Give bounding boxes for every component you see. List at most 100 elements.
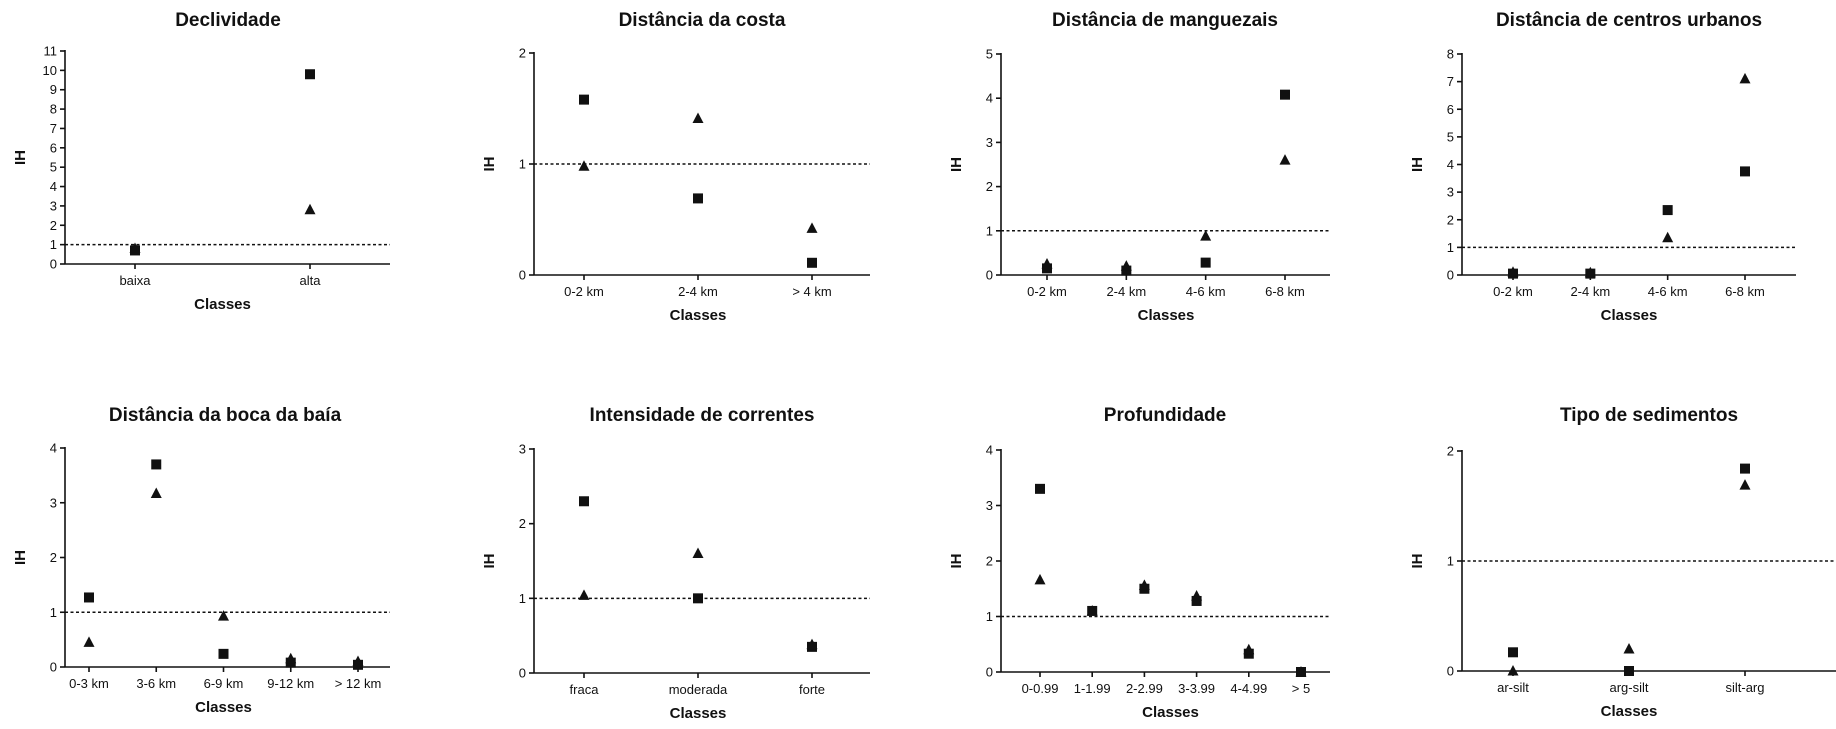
y-axis-label: IH: [1409, 157, 1426, 172]
y-tick-label: 3: [1447, 185, 1454, 200]
data-point-square: [1662, 205, 1673, 216]
data-point-square: [84, 592, 94, 603]
x-tick-label: 3-6 km: [136, 676, 176, 691]
data-point-triangle: [806, 638, 818, 650]
y-tick-label: 0: [1447, 268, 1454, 283]
data-point-triangle: [1086, 604, 1098, 616]
x-axis-label: Classes: [670, 307, 727, 324]
x-tick-label: 0-0.99: [1022, 681, 1059, 696]
y-tick-label: 9: [50, 82, 57, 97]
y-tick-label: 1: [986, 609, 993, 624]
y-tick-label: 4: [50, 179, 57, 194]
data-point-triangle: [1623, 643, 1635, 654]
chart-panel-5: Distância da boca da baía 0 1 2 3 4 IH 0-3 km 3-…: [12, 405, 390, 716]
y-tick-label: 3: [50, 495, 57, 510]
y-tick-label: 6: [50, 140, 57, 155]
data-point-triangle: [806, 222, 818, 233]
x-tick-label: 4-4.99: [1230, 681, 1267, 696]
y-axis-label: IH: [948, 157, 965, 172]
y-tick-label: 1: [1447, 240, 1454, 255]
x-tick-label: 0-2 km: [1493, 284, 1533, 299]
x-tick-label: baixa: [119, 273, 151, 288]
y-tick-label: 7: [1447, 74, 1454, 89]
x-tick-label: 6-8 km: [1725, 284, 1765, 299]
chart-panel-4: Distância de centros urbanos 0 1 2 3 4 5 6 7 8 IH 0…: [1409, 10, 1796, 324]
data-point-triangle: [1295, 666, 1307, 677]
data-point-square: [1200, 257, 1211, 268]
x-tick-label: 6-9 km: [204, 676, 244, 691]
x-tick-label: 6-8 km: [1265, 284, 1305, 299]
data-point-triangle: [578, 160, 590, 171]
data-point-square: [693, 593, 703, 604]
x-tick-label: 0-2 km: [1027, 284, 1067, 299]
y-tick-label: 2: [519, 516, 526, 531]
data-point-triangle: [692, 112, 704, 123]
data-point-square: [579, 94, 589, 105]
y-tick-label: 5: [1447, 129, 1454, 144]
y-tick-label: 5: [986, 47, 993, 62]
chart-panel-7: Profundidade 0 1 2 3 4 IH 0-0.99 1-1.99 2-2.99 3-3…: [948, 405, 1330, 721]
data-point-square: [579, 496, 589, 507]
data-point-square: [1191, 595, 1202, 606]
y-tick-label: 3: [986, 135, 993, 150]
x-tick-label: 0-2 km: [564, 284, 604, 299]
data-point-square: [693, 193, 703, 204]
y-tick-label: 2: [986, 179, 993, 194]
chart-panel-6: Intensidade de correntes 0 1 2 3 IH fraca moder…: [481, 405, 870, 722]
y-tick-label: 8: [1447, 47, 1454, 62]
y-tick-label: 0: [1447, 664, 1454, 679]
y-tick-label: 4: [986, 443, 993, 458]
data-point-square: [151, 459, 162, 470]
data-point-triangle: [1739, 72, 1751, 84]
data-point-triangle: [1041, 257, 1053, 269]
y-tick-label: 2: [50, 550, 57, 565]
data-point-triangle: [129, 242, 141, 254]
x-tick-label: > 4 km: [792, 284, 831, 299]
data-point-square: [1035, 483, 1045, 494]
y-tick-label: 11: [44, 44, 58, 59]
data-point-triangle: [352, 655, 364, 667]
x-axis-label: Classes: [1601, 703, 1658, 720]
data-point-triangle: [1507, 665, 1519, 676]
y-axis-label: IH: [948, 554, 965, 569]
y-tick-label: 3: [986, 498, 993, 513]
y-tick-label: 2: [50, 218, 57, 233]
y-tick-label: 3: [50, 198, 57, 213]
x-tick-label: arg-silt: [1609, 680, 1648, 695]
data-point-triangle: [304, 203, 316, 215]
y-tick-label: 1: [519, 157, 526, 172]
data-point-triangle: [1507, 266, 1519, 277]
data-point-square: [305, 69, 315, 80]
data-point-square: [807, 257, 817, 268]
chart-title: Distância da costa: [619, 10, 786, 31]
chart-title: Tipo de sedimentos: [1560, 405, 1738, 426]
data-point-triangle: [83, 636, 95, 647]
chart-panel-3: Distância de manguezais 0 1 2 3 4 5 IH 0-2 km 2-4…: [948, 10, 1330, 324]
y-axis-label: IH: [12, 150, 29, 165]
x-tick-label: 9-12 km: [267, 676, 314, 691]
y-tick-label: 1: [986, 223, 993, 238]
x-axis-label: Classes: [195, 699, 252, 716]
data-point-triangle: [1739, 479, 1751, 490]
data-point-triangle: [1191, 589, 1203, 601]
x-axis-label: Classes: [670, 705, 727, 722]
y-tick-label: 4: [50, 441, 57, 456]
data-point-square: [1508, 647, 1518, 658]
data-point-triangle: [1662, 231, 1674, 243]
y-tick-label: 10: [43, 63, 57, 78]
x-tick-label: 4-6 km: [1648, 284, 1688, 299]
x-tick-label: moderada: [669, 682, 728, 697]
chart-panel-1: Declividade 0 1 2 3 4 5 6 7 8 9 10 11 IH baixa alta Clas…: [12, 10, 390, 313]
x-tick-label: forte: [799, 682, 825, 697]
data-point-triangle: [285, 652, 297, 664]
data-point-triangle: [578, 589, 590, 600]
chart-title: Distância de centros urbanos: [1496, 10, 1762, 31]
y-tick-label: 0: [986, 268, 993, 283]
chart-panel-2: Distância da costa 0 1 2 IH 0-2 km 2-4 km > 4 k…: [481, 10, 870, 324]
x-tick-label: 2-4 km: [1106, 284, 1146, 299]
y-tick-label: 1: [50, 605, 57, 620]
x-tick-label: 0-3 km: [69, 676, 109, 691]
data-point-square: [1740, 463, 1750, 474]
chart-title: Profundidade: [1104, 405, 1226, 426]
y-tick-label: 1: [50, 237, 57, 252]
